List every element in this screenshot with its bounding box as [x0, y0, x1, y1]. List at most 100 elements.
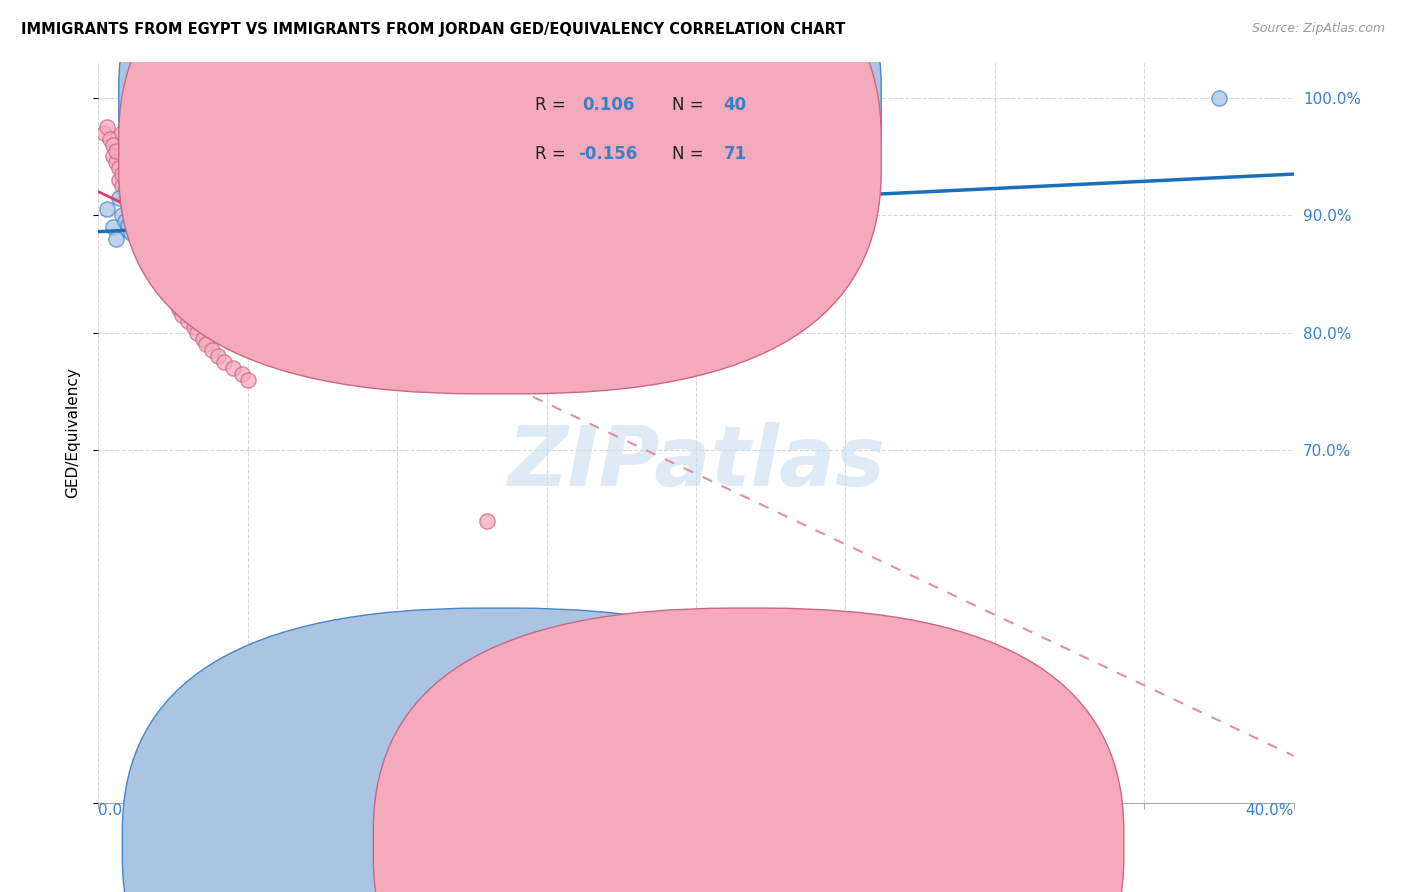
- Point: [129, 214, 152, 228]
- Point: [96, 120, 118, 134]
- Point: [127, 219, 149, 234]
- FancyBboxPatch shape: [463, 78, 858, 185]
- Point: [120, 208, 142, 222]
- Point: [108, 173, 131, 187]
- FancyBboxPatch shape: [118, 0, 882, 394]
- Point: [191, 202, 214, 217]
- Point: [138, 214, 160, 228]
- Point: [153, 208, 176, 222]
- Point: [207, 222, 229, 236]
- Point: [117, 202, 139, 217]
- Text: 0.106: 0.106: [582, 95, 636, 113]
- Point: [111, 167, 134, 181]
- Point: [132, 232, 155, 246]
- Point: [207, 208, 229, 222]
- FancyBboxPatch shape: [118, 0, 882, 344]
- Point: [132, 196, 155, 211]
- Point: [172, 308, 194, 322]
- Point: [385, 237, 409, 252]
- Point: [129, 226, 152, 240]
- Point: [132, 219, 155, 234]
- Point: [120, 196, 142, 211]
- Text: -0.156: -0.156: [578, 145, 637, 163]
- Point: [252, 214, 274, 228]
- Point: [105, 155, 128, 169]
- Point: [124, 199, 146, 213]
- Point: [124, 214, 146, 228]
- Point: [177, 302, 200, 317]
- Text: R =: R =: [534, 95, 571, 113]
- Point: [446, 244, 468, 258]
- Point: [212, 355, 235, 369]
- Point: [114, 191, 136, 205]
- Point: [243, 244, 266, 258]
- Point: [148, 173, 170, 187]
- Point: [141, 249, 163, 263]
- Point: [201, 343, 224, 358]
- Point: [745, 244, 768, 258]
- FancyBboxPatch shape: [374, 608, 1123, 892]
- Point: [191, 208, 214, 222]
- Point: [114, 214, 136, 228]
- Point: [201, 214, 224, 228]
- Y-axis label: GED/Equivalency: GED/Equivalency: [65, 368, 80, 498]
- Point: [626, 349, 648, 363]
- Point: [111, 178, 134, 193]
- Point: [135, 226, 157, 240]
- Point: [127, 232, 149, 246]
- Point: [236, 241, 259, 255]
- Point: [141, 237, 163, 252]
- Point: [135, 237, 157, 252]
- Point: [132, 155, 155, 169]
- Point: [103, 219, 125, 234]
- Point: [177, 314, 200, 328]
- Point: [685, 244, 707, 258]
- Point: [177, 196, 200, 211]
- Text: IMMIGRANTS FROM EGYPT VS IMMIGRANTS FROM JORDAN GED/EQUIVALENCY CORRELATION CHAR: IMMIGRANTS FROM EGYPT VS IMMIGRANTS FROM…: [21, 22, 845, 37]
- FancyBboxPatch shape: [122, 608, 873, 892]
- Point: [111, 208, 134, 222]
- Point: [159, 285, 181, 299]
- Point: [141, 222, 163, 236]
- Point: [120, 226, 142, 240]
- Point: [231, 367, 253, 381]
- Text: 40.0%: 40.0%: [1246, 803, 1294, 818]
- Point: [141, 167, 163, 181]
- Point: [117, 223, 139, 237]
- Point: [191, 332, 214, 346]
- Point: [111, 126, 134, 140]
- Point: [267, 261, 290, 276]
- Point: [177, 218, 200, 232]
- Point: [150, 267, 173, 281]
- Point: [186, 326, 208, 340]
- Text: 71: 71: [724, 145, 747, 163]
- Point: [117, 137, 139, 152]
- Point: [93, 126, 115, 140]
- Point: [135, 202, 157, 217]
- Point: [117, 194, 139, 208]
- Point: [804, 278, 827, 293]
- Text: Immigrants from Egypt: Immigrants from Egypt: [523, 837, 700, 852]
- Point: [105, 232, 128, 246]
- Point: [162, 229, 184, 244]
- Point: [311, 267, 333, 281]
- Point: [212, 219, 235, 234]
- Point: [297, 226, 319, 240]
- Point: [148, 261, 170, 276]
- Point: [326, 278, 349, 293]
- Point: [138, 244, 160, 258]
- Point: [117, 218, 139, 232]
- Point: [114, 185, 136, 199]
- Point: [183, 319, 205, 334]
- Point: [165, 296, 187, 310]
- Point: [1208, 91, 1230, 105]
- Point: [565, 314, 588, 328]
- Point: [103, 137, 125, 152]
- Point: [103, 149, 125, 163]
- Point: [172, 161, 194, 176]
- Point: [129, 237, 152, 252]
- Point: [281, 244, 304, 258]
- Point: [162, 290, 184, 304]
- Point: [138, 234, 160, 248]
- Point: [195, 337, 218, 351]
